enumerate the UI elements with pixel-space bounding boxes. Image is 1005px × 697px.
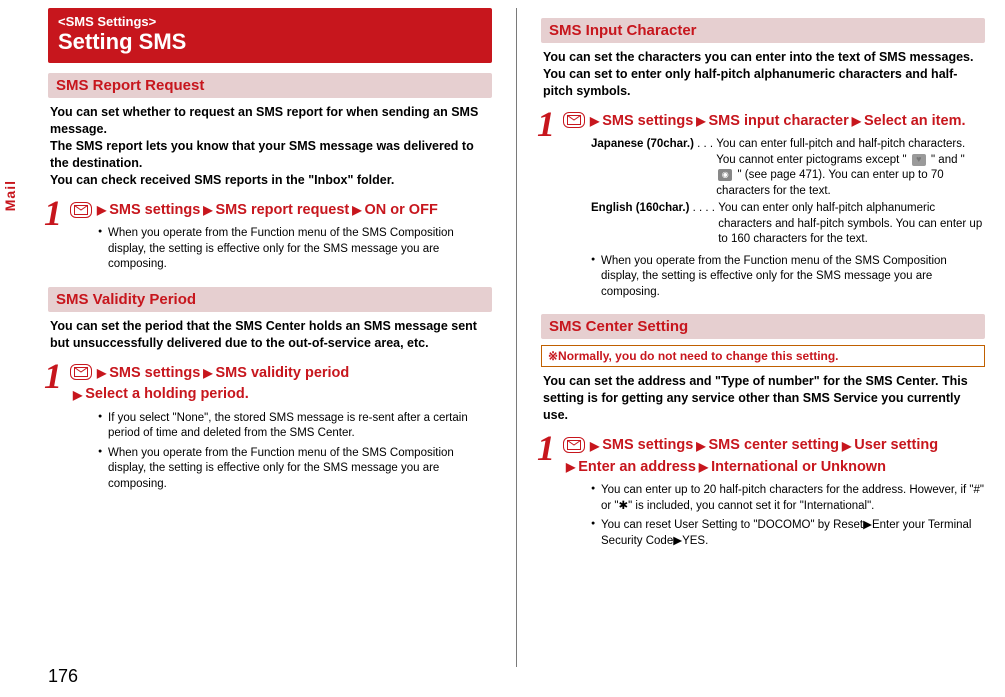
path-part: Select an item.	[864, 112, 966, 132]
navigation-path: ▶ SMS settings ▶ SMS center setting ▶ Us…	[563, 436, 985, 456]
definition-list: Japanese (70char.) . . . You can enter f…	[591, 137, 985, 248]
step: 1 ▶ SMS settings ▶ SMS report request ▶ …	[44, 197, 492, 277]
step-body: ▶ SMS settings ▶ SMS center setting ▶ Us…	[563, 432, 985, 553]
definition-row: Japanese (70char.) . . . You can enter f…	[591, 137, 985, 199]
mail-icon	[563, 112, 585, 128]
side-tab-mail: Mail	[2, 180, 18, 211]
navigation-path: ▶ Select a holding period.	[70, 385, 492, 405]
definition-desc: You can enter full-pitch and half-pitch …	[716, 137, 985, 199]
banner: <SMS Settings> Setting SMS	[48, 8, 492, 63]
section-heading: SMS Input Character	[541, 18, 985, 43]
path-part: SMS settings	[602, 112, 693, 132]
triangle-icon: ▶	[696, 113, 705, 129]
triangle-icon: ▶	[696, 438, 705, 454]
bullet-item: When you operate from the Function menu …	[591, 254, 985, 301]
navigation-path: ▶ SMS settings ▶ SMS report request ▶ ON…	[70, 201, 492, 221]
triangle-icon: ▶	[590, 113, 599, 129]
column-divider	[516, 8, 517, 667]
triangle-icon: ▶	[566, 459, 575, 475]
section-heading: SMS Report Request	[48, 73, 492, 98]
section-intro: You can set the period that the SMS Cent…	[50, 318, 490, 352]
triangle-icon: ▶	[203, 202, 212, 218]
section-heading: SMS Validity Period	[48, 287, 492, 312]
path-part: SMS settings	[109, 201, 200, 221]
step-number: 1	[537, 108, 559, 140]
page: Mail 176 <SMS Settings> Setting SMS SMS …	[0, 0, 1005, 697]
step-number: 1	[537, 432, 559, 464]
step: 1 ▶ SMS settings ▶ SMS input character ▶…	[537, 108, 985, 305]
section-intro: You can set the address and "Type of num…	[543, 373, 983, 424]
path-part: SMS report request	[216, 201, 350, 221]
triangle-icon: ▶	[590, 438, 599, 454]
camera-icon	[718, 169, 732, 181]
mail-icon	[70, 364, 92, 380]
navigation-path: ▶ SMS settings ▶ SMS validity period	[70, 364, 492, 384]
step: 1 ▶ SMS settings ▶ SMS validity period ▶…	[44, 360, 492, 497]
triangle-icon: ▶	[699, 459, 708, 475]
definition-row: English (160char.) . . . . You can enter…	[591, 201, 985, 248]
triangle-icon: ▶	[97, 365, 106, 381]
path-part: International or Unknown	[711, 458, 886, 478]
left-column: <SMS Settings> Setting SMS SMS Report Re…	[48, 8, 492, 667]
definition-term: Japanese (70char.)	[591, 137, 694, 199]
step-body: ▶ SMS settings ▶ SMS input character ▶ S…	[563, 108, 985, 305]
bullet-item: When you operate from the Function menu …	[98, 226, 492, 273]
page-number: 176	[48, 666, 78, 687]
bullet-item: If you select "None", the stored SMS mes…	[98, 411, 492, 442]
step-body: ▶ SMS settings ▶ SMS report request ▶ ON…	[70, 197, 492, 277]
heart-icon	[912, 154, 926, 166]
banner-eyebrow: <SMS Settings>	[58, 14, 482, 29]
mail-icon	[563, 437, 585, 453]
bullet-item: When you operate from the Function menu …	[98, 446, 492, 493]
right-column: SMS Input Character You can set the char…	[541, 8, 985, 667]
columns: <SMS Settings> Setting SMS SMS Report Re…	[0, 0, 1005, 697]
path-part: SMS validity period	[216, 364, 350, 384]
bullet-item: You can reset User Setting to "DOCOMO" b…	[591, 518, 985, 549]
navigation-path: ▶ Enter an address ▶ International or Un…	[563, 458, 985, 478]
definition-dots: . . . .	[689, 201, 718, 248]
section-intro: You can set the characters you can enter…	[543, 49, 983, 100]
note-box: ※Normally, you do not need to change thi…	[541, 345, 985, 367]
step: 1 ▶ SMS settings ▶ SMS center setting ▶ …	[537, 432, 985, 553]
section-heading: SMS Center Setting	[541, 314, 985, 339]
path-part: SMS center setting	[709, 436, 840, 456]
triangle-icon: ▶	[203, 365, 212, 381]
triangle-icon: ▶	[852, 113, 861, 129]
bullet-list: If you select "None", the stored SMS mes…	[98, 411, 492, 493]
triangle-icon: ▶	[842, 438, 851, 454]
triangle-icon: ▶	[352, 202, 361, 218]
bullet-item: You can enter up to 20 half-pitch charac…	[591, 483, 985, 514]
section-intro: You can set whether to request an SMS re…	[50, 104, 490, 188]
step-number: 1	[44, 197, 66, 229]
step-body: ▶ SMS settings ▶ SMS validity period ▶ S…	[70, 360, 492, 497]
path-part: SMS input character	[709, 112, 849, 132]
definition-term: English (160char.)	[591, 201, 689, 248]
path-part: Enter an address	[578, 458, 696, 478]
path-part: SMS settings	[602, 436, 693, 456]
definition-dots: . . .	[694, 137, 716, 199]
triangle-icon: ▶	[97, 202, 106, 218]
triangle-icon: ▶	[73, 387, 82, 403]
step-number: 1	[44, 360, 66, 392]
definition-desc: You can enter only half-pitch alphanumer…	[718, 201, 985, 248]
path-part: Select a holding period.	[85, 385, 249, 405]
path-part: SMS settings	[109, 364, 200, 384]
bullet-list: When you operate from the Function menu …	[591, 254, 985, 301]
path-part: User setting	[854, 436, 938, 456]
mail-icon	[70, 202, 92, 218]
banner-title: Setting SMS	[58, 29, 482, 55]
navigation-path: ▶ SMS settings ▶ SMS input character ▶ S…	[563, 112, 985, 132]
bullet-list: When you operate from the Function menu …	[98, 226, 492, 273]
path-part: ON or OFF	[365, 201, 438, 221]
bullet-list: You can enter up to 20 half-pitch charac…	[591, 483, 985, 549]
